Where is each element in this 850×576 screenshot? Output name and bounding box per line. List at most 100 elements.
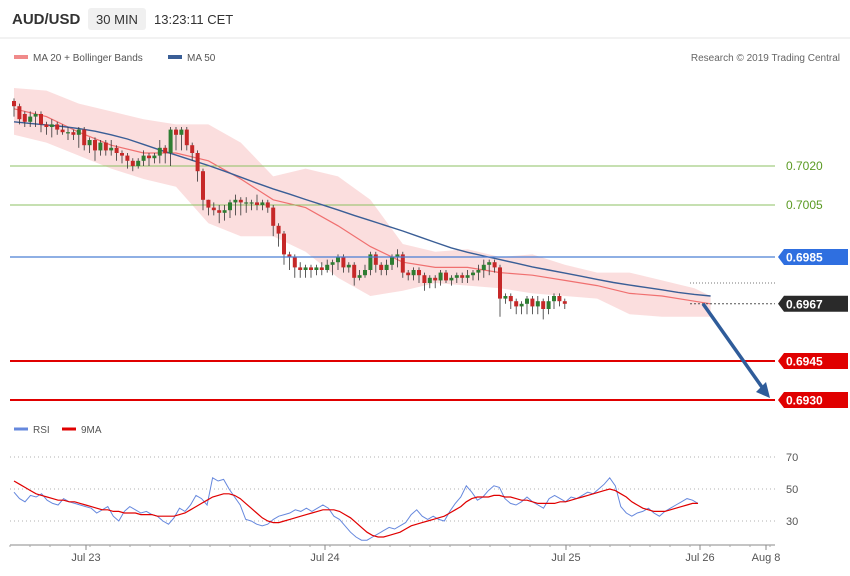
candle-body (298, 267, 303, 270)
time-tick-label: Aug 8 (752, 552, 781, 564)
time-label: 13:23:11 CET (154, 12, 233, 27)
candle-body (557, 296, 562, 302)
candle-body (562, 301, 567, 304)
level-label-0.6985: 0.6985 (786, 251, 823, 265)
candle-body (55, 124, 60, 130)
candle-body (541, 301, 546, 309)
candle-body (76, 129, 81, 135)
candle-body (460, 275, 465, 278)
rsi-series-9ma (13, 480, 698, 538)
interval-label: 30 MIN (96, 12, 138, 27)
candle-body (287, 254, 292, 257)
candle-body (60, 129, 65, 133)
candle-body (481, 264, 486, 270)
bollinger-legend-label: MA 20 + Bollinger Bands (33, 53, 143, 64)
candle-body (465, 275, 470, 278)
ma50-legend-label: MA 50 (187, 53, 216, 64)
candle-body (292, 257, 297, 268)
candle-body (503, 296, 508, 299)
candle-body (433, 277, 438, 281)
time-tick-label: Jul 25 (551, 552, 580, 564)
candle-body (28, 116, 33, 122)
candle-body (363, 270, 367, 276)
ma50-line (13, 121, 711, 297)
candle-body (33, 114, 38, 117)
candle-body (125, 155, 130, 161)
candle-body (174, 129, 178, 135)
candle-body (498, 267, 502, 299)
rsi-tick-50: 50 (786, 484, 798, 496)
level-label-0.7005: 0.7005 (786, 198, 823, 212)
ma20-line (13, 108, 711, 305)
candle-body (341, 257, 346, 268)
candle-body (141, 155, 146, 161)
candle-body (525, 298, 529, 304)
candle-body (400, 254, 405, 273)
candle-body (249, 202, 254, 204)
candle-body (238, 199, 243, 203)
candle-body (519, 303, 524, 307)
candle-body (417, 270, 421, 276)
rsi-tick-30: 30 (786, 516, 798, 528)
candle-body (260, 202, 265, 205)
level-label-0.6945: 0.6945 (786, 355, 823, 369)
candle-body (535, 301, 540, 307)
candle-body (395, 254, 400, 257)
candle-body (44, 124, 49, 127)
level-tag-0.6967 (778, 295, 848, 312)
candle-body (379, 264, 384, 270)
candle-body (152, 155, 157, 159)
candle-body (206, 199, 211, 208)
candle-body (103, 142, 108, 151)
candle-body (168, 129, 173, 153)
candle-body (179, 129, 184, 135)
price-legend: MA 20 + Bollinger Bands MA 50 Research ©… (14, 53, 840, 64)
candle-body (271, 207, 276, 226)
interval-box[interactable] (88, 8, 146, 30)
bollinger-band-fill (14, 88, 711, 317)
candle-body (336, 257, 340, 263)
candle-body (476, 270, 481, 273)
candle-body (346, 264, 351, 268)
candle-body (147, 155, 151, 159)
time-tick-label: Jul 23 (71, 552, 100, 564)
candle-body (17, 106, 22, 120)
level-label-0.6967: 0.6967 (786, 297, 823, 311)
level-tag-0.6930 (778, 392, 848, 408)
candle-body (454, 275, 459, 278)
candle-body (444, 272, 448, 281)
candle-body (201, 171, 205, 200)
forecast-arrow-head (756, 382, 770, 398)
candle-body (114, 147, 119, 153)
candle-body (422, 275, 427, 283)
candle-body (357, 275, 362, 278)
candle-body (309, 267, 313, 270)
price-panel: 0.7020 0.7005 0.6985 0.6967 0.6945 0.6930 (10, 88, 848, 408)
time-axis: Jul 23 Jul 24 Jul 25 Jul 26 Aug 8 (9, 544, 781, 564)
candle-body (163, 147, 168, 153)
candle-body (233, 199, 238, 203)
time-tick-label: Jul 24 (310, 552, 339, 564)
candle-body (244, 202, 249, 204)
credit-label: Research © 2019 Trading Central (691, 53, 840, 64)
candle-body (228, 202, 232, 211)
candle-body (49, 124, 54, 127)
rsi-legend: RSI 9MA (14, 425, 102, 436)
candle-body (93, 140, 97, 151)
candle-body (552, 296, 556, 302)
candle-body (514, 301, 519, 307)
level-label-0.6930: 0.6930 (786, 394, 823, 408)
candle-body (82, 129, 87, 146)
candle-body (438, 272, 443, 281)
candle-body (136, 160, 141, 166)
candle-body (471, 272, 475, 276)
candle-body (406, 272, 411, 276)
candle-body (319, 267, 324, 270)
candle-body (195, 153, 200, 172)
candle-body (184, 129, 189, 146)
candle-body (325, 264, 330, 270)
candle-body (282, 233, 286, 255)
candle-body (265, 202, 270, 208)
candle-body (330, 262, 335, 265)
candle-body (352, 264, 357, 278)
